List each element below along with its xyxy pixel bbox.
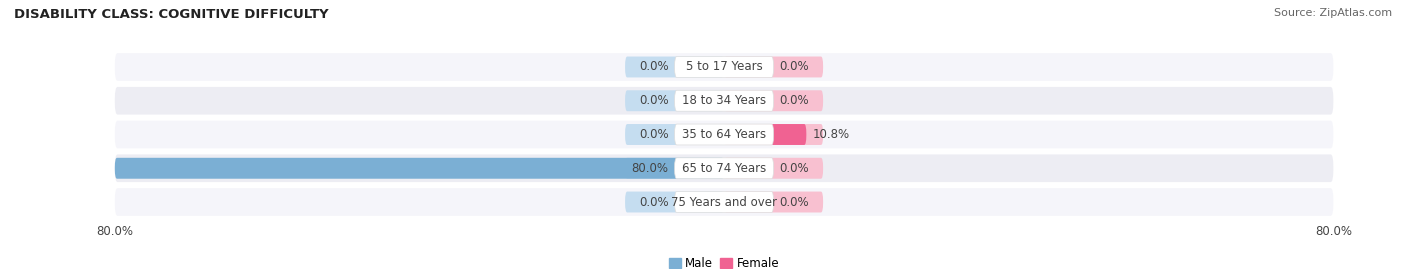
Text: 10.8%: 10.8% — [813, 128, 849, 141]
FancyBboxPatch shape — [115, 188, 1333, 216]
FancyBboxPatch shape — [675, 192, 773, 213]
Text: 35 to 64 Years: 35 to 64 Years — [682, 128, 766, 141]
FancyBboxPatch shape — [115, 154, 1333, 182]
FancyBboxPatch shape — [724, 124, 823, 145]
Text: DISABILITY CLASS: COGNITIVE DIFFICULTY: DISABILITY CLASS: COGNITIVE DIFFICULTY — [14, 8, 329, 21]
Text: 80.0%: 80.0% — [631, 162, 668, 175]
Text: 0.0%: 0.0% — [780, 94, 810, 107]
FancyBboxPatch shape — [675, 124, 773, 145]
FancyBboxPatch shape — [626, 90, 724, 111]
Text: 75 Years and over: 75 Years and over — [671, 196, 778, 208]
Text: 0.0%: 0.0% — [638, 61, 668, 73]
FancyBboxPatch shape — [626, 192, 724, 213]
FancyBboxPatch shape — [675, 90, 773, 111]
FancyBboxPatch shape — [675, 56, 773, 77]
FancyBboxPatch shape — [626, 124, 724, 145]
Text: 18 to 34 Years: 18 to 34 Years — [682, 94, 766, 107]
Text: 5 to 17 Years: 5 to 17 Years — [686, 61, 762, 73]
Text: Source: ZipAtlas.com: Source: ZipAtlas.com — [1274, 8, 1392, 18]
Text: 0.0%: 0.0% — [780, 196, 810, 208]
FancyBboxPatch shape — [626, 56, 724, 77]
FancyBboxPatch shape — [724, 56, 823, 77]
Text: 0.0%: 0.0% — [638, 94, 668, 107]
FancyBboxPatch shape — [675, 158, 773, 179]
Text: 65 to 74 Years: 65 to 74 Years — [682, 162, 766, 175]
FancyBboxPatch shape — [115, 53, 1333, 81]
Legend: Male, Female: Male, Female — [664, 253, 785, 269]
Text: 0.0%: 0.0% — [780, 61, 810, 73]
Text: 0.0%: 0.0% — [638, 128, 668, 141]
FancyBboxPatch shape — [724, 158, 823, 179]
FancyBboxPatch shape — [626, 158, 724, 179]
Text: 0.0%: 0.0% — [780, 162, 810, 175]
FancyBboxPatch shape — [115, 121, 1333, 148]
FancyBboxPatch shape — [724, 90, 823, 111]
Text: 0.0%: 0.0% — [638, 196, 668, 208]
FancyBboxPatch shape — [724, 192, 823, 213]
FancyBboxPatch shape — [115, 158, 724, 179]
FancyBboxPatch shape — [115, 87, 1333, 115]
FancyBboxPatch shape — [724, 124, 807, 145]
